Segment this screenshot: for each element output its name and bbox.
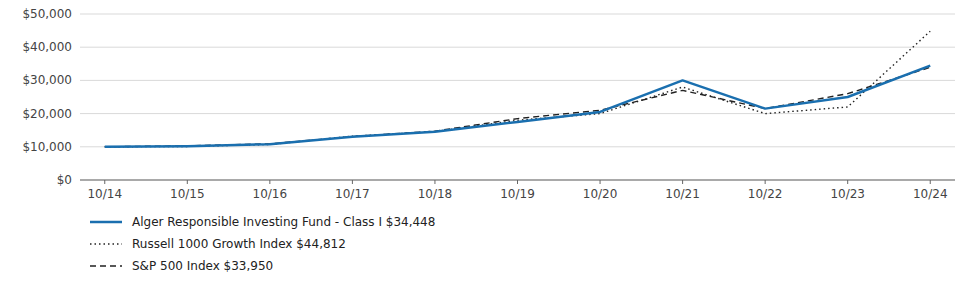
x-tick-label: 10/22	[748, 187, 783, 201]
x-tick	[682, 180, 683, 184]
grid-line	[80, 113, 955, 114]
x-tick-label: 10/21	[665, 187, 700, 201]
series-line	[105, 66, 930, 147]
lines	[105, 31, 930, 147]
x-tick	[434, 180, 435, 184]
legend-label: Russell 1000 Growth Index $44,812	[132, 237, 346, 251]
legend-swatch	[90, 243, 122, 244]
x-tick	[352, 180, 353, 184]
grid-line	[80, 47, 955, 48]
x-tick	[517, 180, 518, 184]
x-tick-label: 10/17	[335, 187, 370, 201]
legend-label: Alger Responsible Investing Fund - Class…	[132, 215, 435, 229]
x-tick	[104, 180, 105, 184]
y-axis: $0 $10,000 $20,000 $30,000 $40,000 $50,000	[22, 7, 955, 187]
grid-line	[80, 80, 955, 81]
x-tick-label: 10/24	[913, 187, 948, 201]
x-tick-label: 10/14	[87, 187, 122, 201]
y-tick-label: $50,000	[22, 7, 72, 21]
y-tick-label: $30,000	[22, 73, 72, 87]
legend-swatch	[90, 221, 122, 224]
x-tick	[187, 180, 188, 184]
x-tick-label: 10/19	[500, 187, 535, 201]
series-line	[105, 67, 930, 147]
chart: $0 $10,000 $20,000 $30,000 $40,000 $50,000 10/…	[0, 0, 975, 304]
y-tick-label: $0	[57, 173, 72, 187]
y-tick-label: $10,000	[22, 140, 72, 154]
x-tick-label: 10/23	[830, 187, 865, 201]
x-tick	[269, 180, 270, 184]
y-tick-label: $20,000	[22, 107, 72, 121]
legend-swatch	[90, 265, 122, 266]
x-tick	[600, 180, 601, 184]
legend-label: S&P 500 Index $33,950	[132, 259, 273, 273]
legend: Alger Responsible Investing Fund - Class…	[90, 215, 435, 273]
x-tick	[765, 180, 766, 184]
x-tick-label: 10/18	[418, 187, 453, 201]
x-tick-label: 10/15	[170, 187, 205, 201]
grid-line	[80, 14, 955, 15]
x-tick-label: 10/20	[583, 187, 618, 201]
x-tick-label: 10/16	[253, 187, 288, 201]
series-line	[105, 31, 930, 147]
x-tick	[847, 180, 848, 184]
y-tick-label: $40,000	[22, 40, 72, 54]
x-axis: 10/14 10/15 10/16 10/17 10/18 10/19 10/20 10/21…	[80, 180, 955, 201]
x-tick	[930, 180, 931, 184]
